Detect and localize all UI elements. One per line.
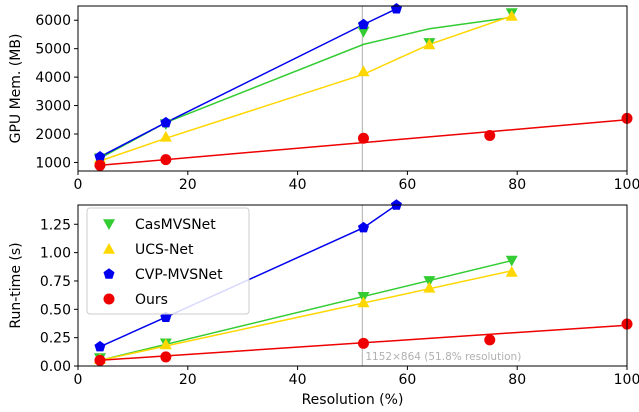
chart-1-y-tick-label-1: 1000: [35, 155, 71, 171]
chart-1-ours-point-1: [94, 159, 106, 171]
chart-1-y-axis-label: GPU Mem. (MB): [8, 34, 24, 144]
chart-1-y-tick-label-6: 6000: [35, 13, 71, 29]
chart-1-x-tick-label-6: 100: [614, 177, 639, 193]
chart-1-x-tick-label-1: 0: [74, 177, 83, 193]
chart-2-cvpmvsnet-point-1: [94, 340, 106, 352]
chart-2-cvpmvsnet-line: [99, 204, 397, 348]
chart-1-y-tick-label-3: 3000: [35, 99, 71, 115]
chart-1-ucsnet-point-4: [423, 38, 436, 50]
chart-2-cvpmvsnet-point-3: [357, 221, 369, 233]
chart-2-ucsnet-point-5: [505, 265, 518, 277]
chart-1-casmvsnet-point-3: [357, 26, 370, 38]
chart-2-annotation: 1152×864 (51.8% resolution): [365, 351, 521, 363]
chart-2-x-tick-label-2: 20: [179, 372, 197, 388]
legend-ucsnet-marker: [103, 243, 115, 254]
chart-1-cvpmvsnet-point-3: [357, 18, 369, 30]
chart-2-y-tick-label-6: 1.25: [40, 217, 71, 233]
chart-1-cvpmvsnet-line: [99, 8, 397, 158]
chart-1-ours-point-4: [484, 129, 496, 141]
legend-casmvsnet-label: CasMVSNet: [135, 217, 216, 233]
chart-1-ucsnet-point-2: [159, 130, 172, 142]
chart-2-ours-point-3: [357, 337, 369, 349]
chart-2-x-axis-label: Resolution (%): [302, 392, 404, 408]
chart-2-x-tick-label-4: 60: [398, 372, 416, 388]
chart-2-casmvsnet-point-5: [505, 255, 518, 267]
chart-2-ucsnet-point-4: [423, 281, 436, 293]
chart-2-y-tick-label-4: 0.75: [40, 274, 71, 290]
legend-cvpmvsnet-marker: [103, 268, 115, 279]
chart-2-axes-frame: [77, 204, 628, 367]
legend-cvpmvsnet-label: CVP-MVSNet: [135, 267, 223, 283]
chart-1-cvpmvsnet-point-2: [160, 116, 172, 128]
chart-2-y-tick-label-1: 0.00: [40, 359, 71, 375]
chart-1-cvpmvsnet-point-1: [94, 150, 106, 162]
chart-2-x-tick-label-3: 40: [289, 372, 307, 388]
chart-2-cvpmvsnet-point-4: [390, 199, 402, 210]
chart-2-x-tick-label-6: 100: [614, 372, 639, 388]
chart-2-y-tick-label-2: 0.25: [40, 331, 71, 347]
chart-1-ours-point-3: [357, 132, 369, 144]
chart-1-ours-point-2: [160, 154, 172, 166]
chart-1-cvpmvsnet-point-4: [390, 3, 402, 14]
legend-ours-marker: [103, 293, 115, 305]
chart-1-y-tick-label-4: 4000: [35, 70, 71, 86]
chart-1-x-tick-label-4: 60: [398, 177, 416, 193]
chart-2-ucsnet-point-3: [357, 296, 370, 308]
chart-2-y-axis-label: Run-time (s): [8, 242, 24, 328]
chart-1-x-tick-label-3: 40: [289, 177, 307, 193]
chart-2-y-tick-label-5: 1.00: [40, 246, 71, 262]
chart-2-ucsnet-point-2: [159, 338, 172, 350]
chart-2-y-tick-label-3: 0.50: [40, 302, 71, 318]
chart-2-x-tick-label-5: 80: [508, 372, 526, 388]
legend-box: [86, 207, 250, 315]
chart-2-ours-point-4: [484, 334, 496, 346]
chart-2-casmvsnet-point-4: [423, 276, 436, 287]
chart-1-axes-frame: [77, 5, 628, 172]
chart-1-y-tick-label-2: 2000: [35, 127, 71, 143]
chart-1-x-tick-label-5: 80: [508, 177, 526, 193]
legend-casmvsnet-marker: [103, 219, 115, 230]
chart-1-casmvsnet-line: [99, 16, 512, 159]
chart-2-x-tick-label-1: 0: [74, 372, 83, 388]
chart-1-x-tick-label-2: 20: [179, 177, 197, 193]
chart-1-y-tick-label-5: 5000: [35, 42, 71, 58]
chart-1-ucsnet-point-3: [357, 65, 370, 77]
chart-2-ours-point-1: [94, 354, 106, 366]
chart-2-ours-point-2: [160, 351, 172, 363]
legend-ours-label: Ours: [135, 292, 168, 308]
legend-ucsnet-label: UCS-Net: [135, 242, 194, 258]
chart-1-ucsnet-point-5: [505, 9, 518, 21]
